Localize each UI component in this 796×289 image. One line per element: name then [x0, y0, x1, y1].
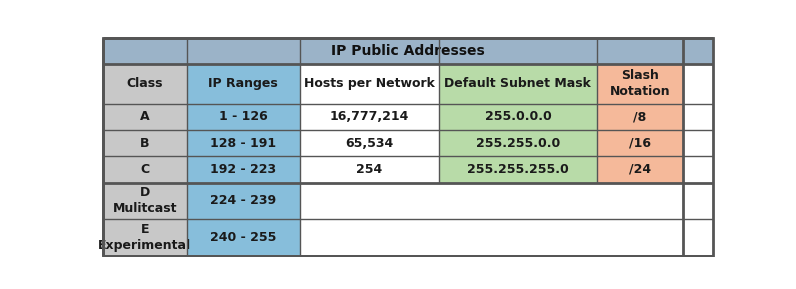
Text: /16: /16 — [629, 137, 650, 150]
Text: 128 - 191: 128 - 191 — [210, 137, 276, 150]
Bar — [103, 219, 187, 256]
Text: Default Subnet Mask: Default Subnet Mask — [444, 77, 591, 90]
Text: 255.0.0.0: 255.0.0.0 — [485, 110, 552, 123]
Text: A: A — [140, 110, 150, 123]
Text: 240 - 255: 240 - 255 — [210, 231, 276, 244]
Bar — [103, 64, 187, 104]
Bar — [103, 156, 187, 183]
Bar — [597, 183, 683, 219]
Bar — [187, 219, 300, 256]
Text: B: B — [140, 137, 150, 150]
Bar — [597, 130, 683, 156]
Text: 255.255.0.0: 255.255.0.0 — [476, 137, 560, 150]
Text: E
Experimental: E Experimental — [98, 223, 191, 252]
Bar — [300, 183, 439, 219]
Bar — [103, 183, 187, 219]
Bar — [439, 104, 597, 130]
Bar — [300, 64, 439, 104]
Bar — [597, 156, 683, 183]
Text: /24: /24 — [629, 163, 651, 176]
Bar — [187, 183, 300, 219]
Text: Hosts per Network: Hosts per Network — [304, 77, 435, 90]
Text: D
Mulitcast: D Mulitcast — [112, 186, 177, 215]
Text: 192 - 223: 192 - 223 — [210, 163, 276, 176]
Bar — [597, 219, 683, 256]
Bar — [187, 130, 300, 156]
Bar — [300, 104, 439, 130]
Bar — [187, 104, 300, 130]
Text: 255.255.255.0: 255.255.255.0 — [467, 163, 569, 176]
Bar — [103, 130, 187, 156]
Text: 65,534: 65,534 — [345, 137, 393, 150]
Text: Class: Class — [127, 77, 163, 90]
Bar — [439, 64, 597, 104]
Bar — [103, 38, 713, 64]
Text: 254: 254 — [357, 163, 383, 176]
Text: 224 - 239: 224 - 239 — [210, 194, 276, 208]
Bar — [439, 219, 597, 256]
Bar — [103, 104, 187, 130]
Bar — [300, 219, 439, 256]
Bar — [439, 156, 597, 183]
Bar — [187, 64, 300, 104]
Text: Slash
Notation: Slash Notation — [610, 69, 670, 99]
Text: C: C — [140, 163, 150, 176]
Bar — [300, 130, 439, 156]
Bar — [439, 183, 597, 219]
Text: IP Ranges: IP Ranges — [209, 77, 279, 90]
Bar — [597, 64, 683, 104]
Text: 16,777,214: 16,777,214 — [330, 110, 409, 123]
Bar — [187, 156, 300, 183]
Text: IP Public Addresses: IP Public Addresses — [331, 44, 485, 58]
Bar — [439, 130, 597, 156]
Bar — [597, 104, 683, 130]
Bar — [300, 156, 439, 183]
Text: 1 - 126: 1 - 126 — [219, 110, 267, 123]
Text: /8: /8 — [633, 110, 646, 123]
